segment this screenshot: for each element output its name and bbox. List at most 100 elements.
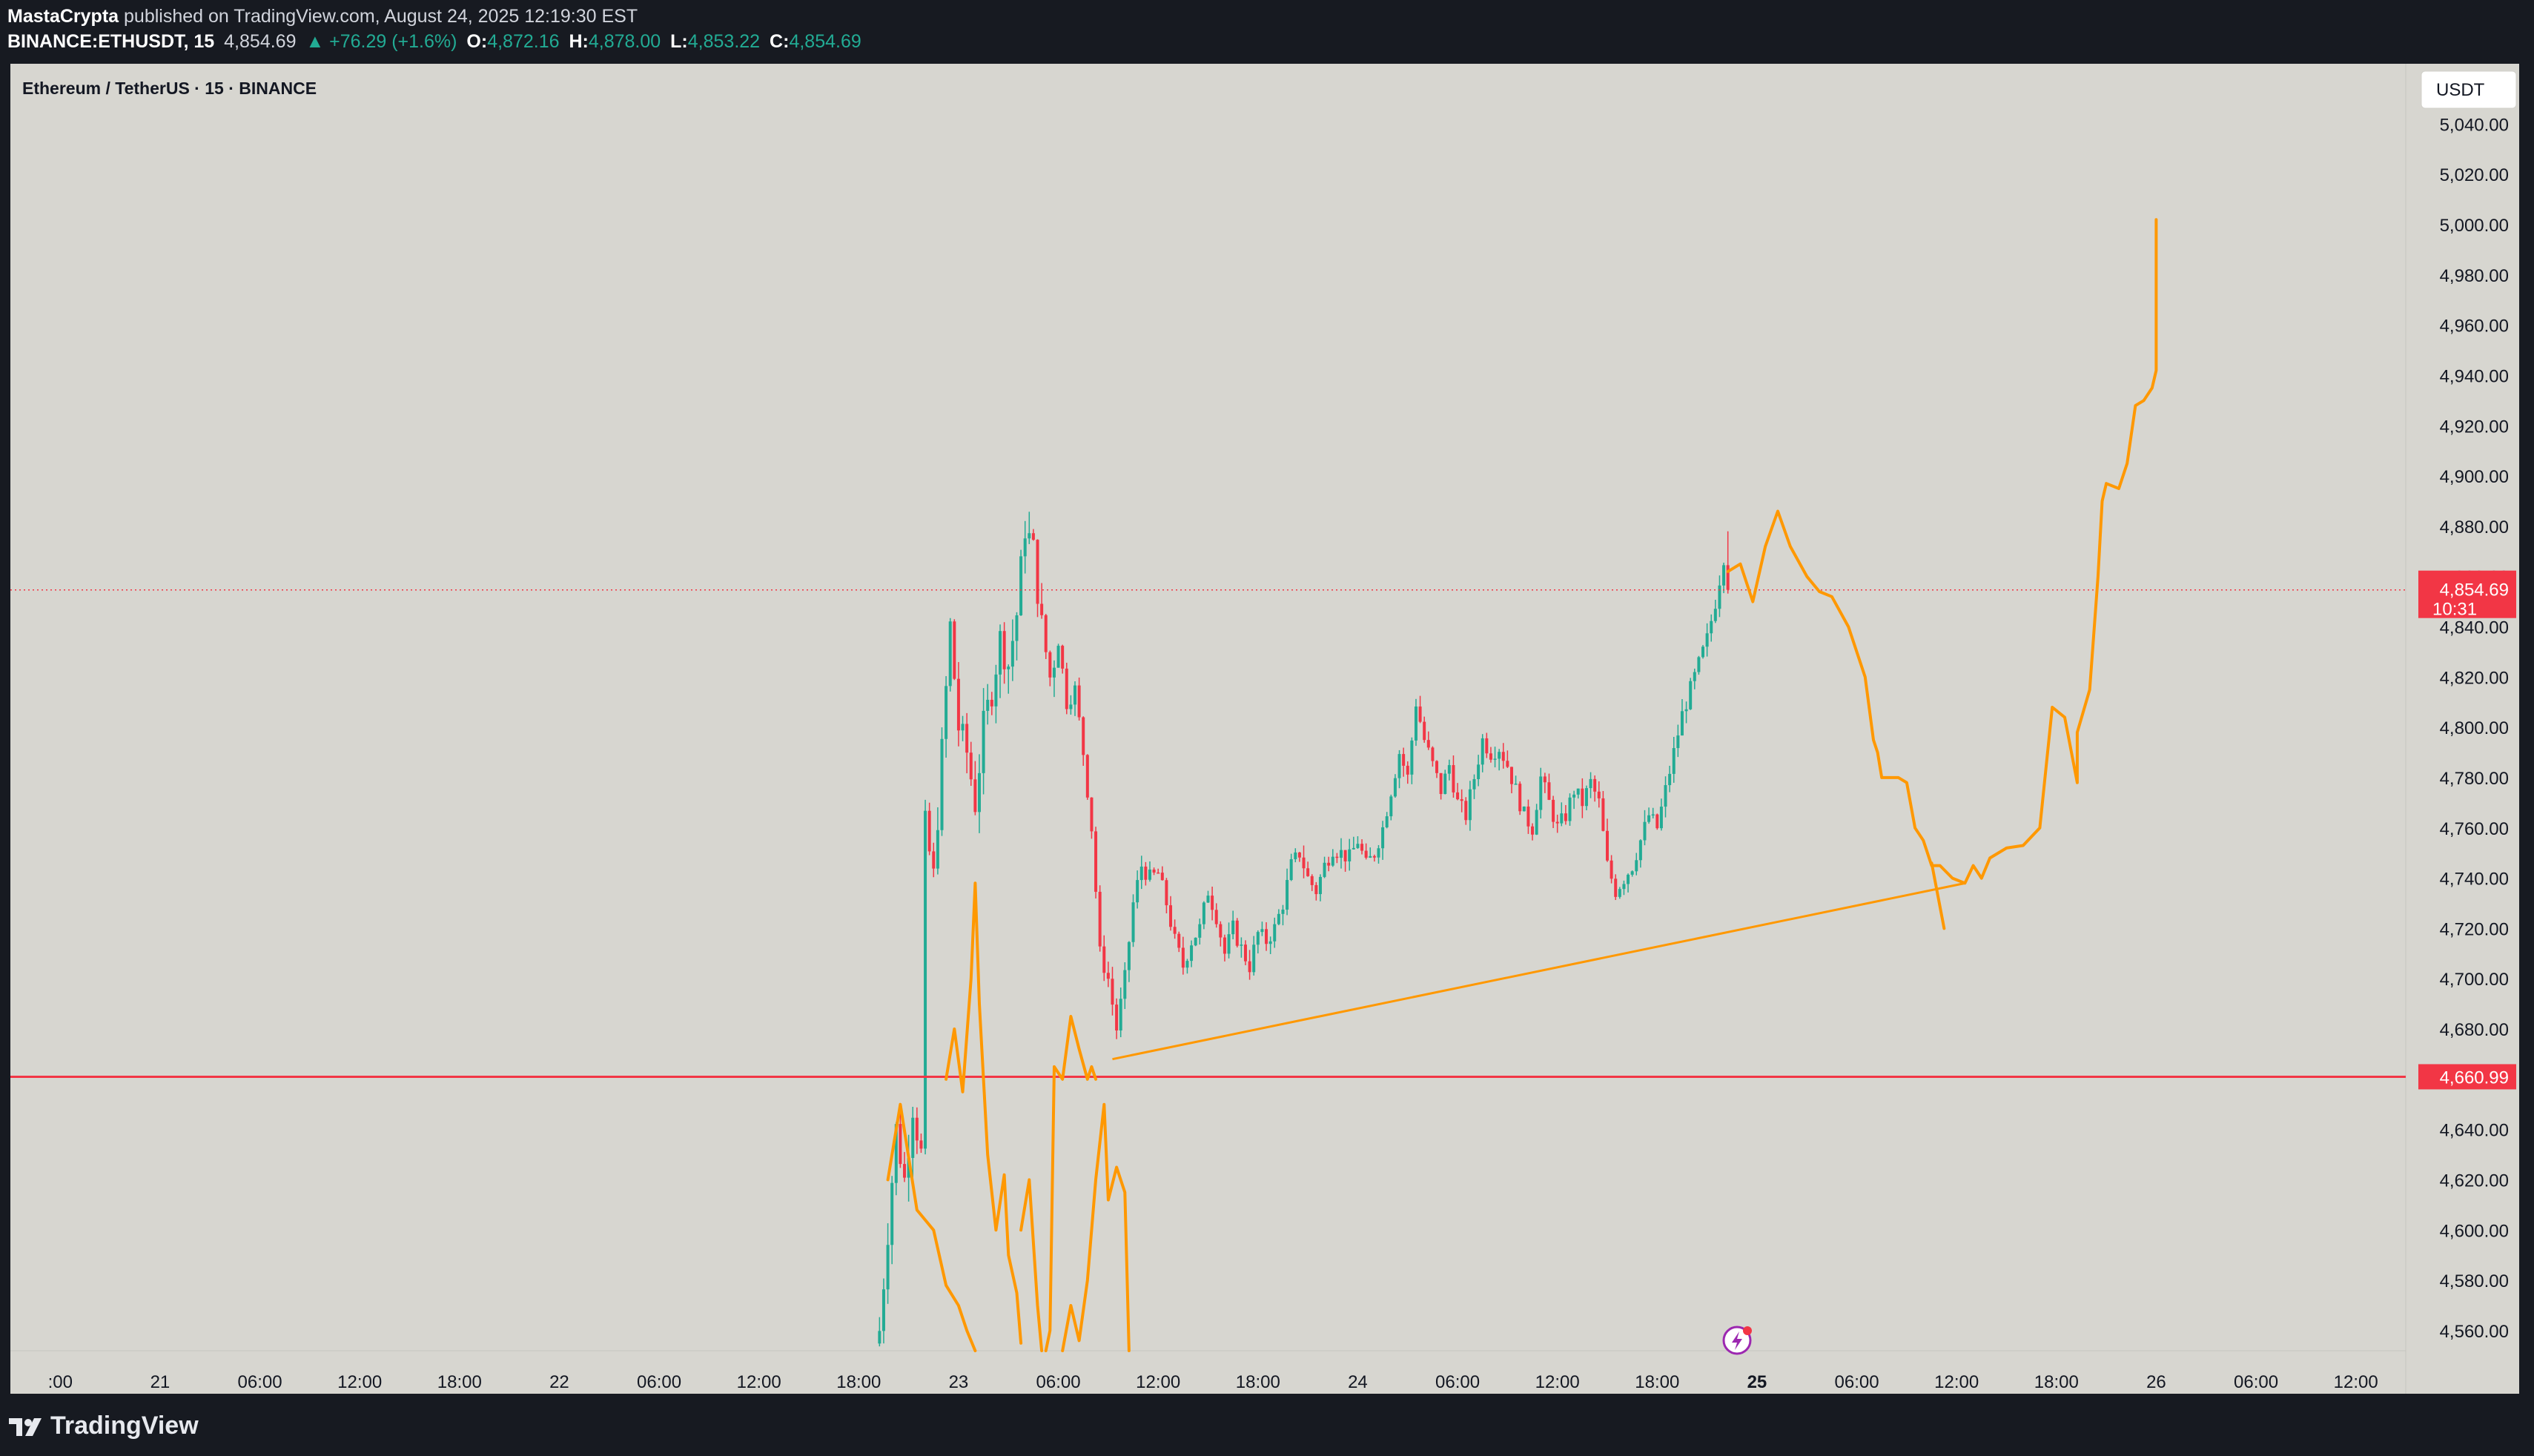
footer: TradingView [0, 1394, 2534, 1456]
time-tick-label: 06:00 [637, 1372, 681, 1392]
last-price-badge-value: 4,854.69 [2440, 580, 2509, 600]
candle-body [1385, 816, 1389, 827]
candle-body [1601, 798, 1605, 831]
candle-body [1381, 827, 1385, 849]
candle-body [1314, 884, 1318, 895]
author-name[interactable]: MastaCrypta [7, 6, 119, 27]
candle-body [1136, 880, 1139, 903]
candle-body [915, 1117, 919, 1141]
notification-dot [1743, 1326, 1752, 1335]
price-tick-label: 4,820.00 [2440, 668, 2509, 688]
candle-body [1443, 773, 1447, 795]
candle-body [1235, 920, 1239, 946]
candle-body [1701, 646, 1705, 658]
candle-body [1252, 944, 1256, 973]
candle-body [1331, 856, 1334, 866]
time-tick-label: 06:00 [238, 1372, 282, 1392]
candle-body [1260, 929, 1264, 933]
candle-body [1659, 807, 1663, 829]
candle-body [1082, 717, 1085, 755]
candle-body [936, 830, 939, 869]
candle-body [1680, 711, 1684, 736]
time-tick-label: 12:00 [737, 1372, 781, 1392]
price-axis[interactable]: 4,560.00 4,580.00 4,600.00 4,620.00 4,640.00… [2418, 115, 2516, 1342]
candle-body [1622, 884, 1626, 890]
candle-body [1638, 840, 1642, 861]
overlays-layer [10, 218, 2406, 1352]
published-text: published on TradingView.com, August 24,… [124, 6, 638, 27]
price-tick-label: 4,580.00 [2440, 1271, 2509, 1291]
trend-line [1112, 881, 1965, 1061]
candle-body [1514, 784, 1518, 785]
price-tick-label: 4,840.00 [2440, 618, 2509, 638]
currency-button-bg[interactable] [2421, 70, 2517, 109]
candle-body [1369, 856, 1372, 858]
candle-body [1456, 792, 1460, 800]
candle-body [1157, 872, 1160, 874]
price-tick-label: 4,980.00 [2440, 266, 2509, 286]
candle-body [1447, 765, 1451, 774]
candle-body [1726, 565, 1730, 590]
candle-body [1606, 830, 1609, 861]
candle-body [1198, 924, 1202, 938]
candle-body [1506, 761, 1509, 767]
candle-body [969, 752, 973, 780]
time-tick-label: 12:00 [2334, 1372, 2378, 1392]
candle-body [890, 1182, 894, 1245]
candle-body [903, 1164, 907, 1178]
candle-body [1069, 704, 1073, 709]
candle-body [1722, 565, 1726, 586]
tradingview-logo[interactable]: TradingView [9, 1412, 199, 1440]
candle-body [1185, 961, 1189, 968]
open-value: 4,872.16 [487, 31, 560, 52]
candle-body [1689, 681, 1693, 709]
candle-body [1052, 667, 1056, 678]
price-tick-label: 4,740.00 [2440, 870, 2509, 890]
currency-button-label[interactable]: USDT [2436, 80, 2485, 100]
candle-body [1414, 707, 1417, 741]
candle-body [1539, 776, 1543, 810]
candle-body [1543, 776, 1546, 783]
candle-body [1643, 821, 1647, 841]
candle-body [1268, 941, 1272, 944]
candle-body [977, 772, 981, 813]
candle-body [1672, 748, 1675, 774]
candle-body [1169, 905, 1173, 927]
candle-body [1327, 862, 1331, 866]
lightning-icon[interactable] [1722, 1326, 1752, 1355]
candle-body [1152, 869, 1156, 873]
candle-body [1297, 852, 1301, 858]
candle-body [1468, 789, 1472, 821]
candle-body [1106, 973, 1110, 979]
candle-body [982, 710, 985, 773]
symbol-info-line: BINANCE:ETHUSDT, 15 4,854.69 ▲ +76.29 (+… [7, 31, 861, 53]
candle-body [1664, 785, 1667, 807]
candle-body [1498, 752, 1501, 759]
price-tick-label: 4,720.00 [2440, 919, 2509, 939]
time-axis[interactable]: :00 21 06:00 12:00 18:00 22 06:00 12:00 18:00 23 0… [48, 1372, 2378, 1392]
candle-body [1023, 538, 1027, 557]
candle-body [1518, 784, 1522, 812]
high-value: 4,878.00 [588, 31, 661, 52]
candle-body [1356, 844, 1360, 848]
candle-body [1535, 810, 1538, 835]
candle-body [1485, 738, 1489, 754]
candle-body [1627, 874, 1630, 884]
currency-button[interactable]: USDT [2421, 70, 2517, 109]
candle-body [1119, 999, 1122, 1031]
time-tick-label: 21 [150, 1372, 171, 1392]
drawing-scribble [1061, 1102, 1131, 1352]
support-price-badge-value: 4,660.99 [2440, 1068, 2509, 1088]
candle-body [1676, 735, 1680, 749]
candle-body [1214, 910, 1218, 924]
candle-body [1597, 791, 1601, 798]
candle-body [1360, 844, 1364, 851]
candle-body [899, 1124, 902, 1165]
candle-body [1111, 979, 1114, 1005]
candle-body [1684, 709, 1688, 712]
candle-body [1323, 862, 1326, 877]
candle-body [953, 621, 956, 679]
price-tick-label: 4,880.00 [2440, 517, 2509, 537]
candle-body [1231, 920, 1235, 935]
